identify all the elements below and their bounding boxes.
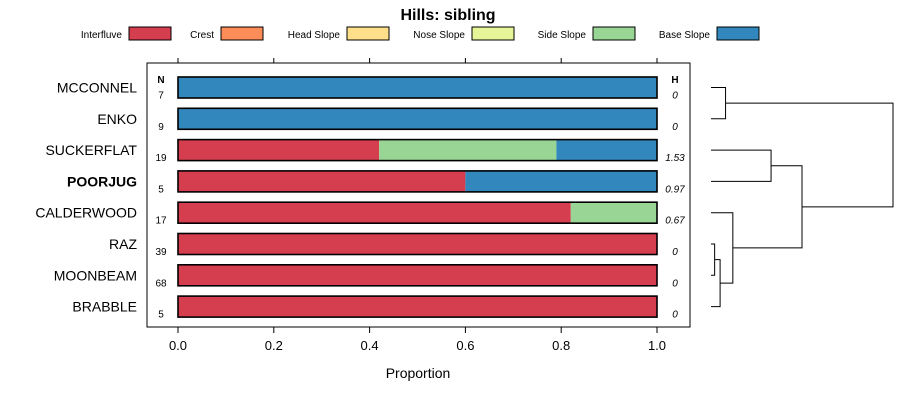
bar-segment-interfluve	[178, 170, 466, 192]
bar-segment-interfluve	[178, 233, 657, 255]
row-calderwood: CALDERWOOD 17 0.67	[35, 201, 685, 227]
legend-swatch-4	[592, 26, 636, 41]
row-mcconnel: MCCONNEL 7 0	[57, 76, 678, 102]
row-label: SUCKERFLAT	[45, 142, 137, 158]
row-suckerflat: SUCKERFLAT 19 1.53	[45, 138, 685, 164]
row-n-value: 5	[158, 310, 164, 321]
row-n-value: 19	[155, 153, 167, 164]
x-tick-label: 0.6	[456, 338, 474, 353]
row-poorjug: POORJUG 5 0.97	[67, 170, 685, 195]
plot-border	[146, 62, 691, 328]
legend: Interfluve Crest Head Slope Nose Slope Side …	[81, 26, 760, 41]
row-h-value: 0.67	[665, 216, 685, 227]
row-n-value: 9	[158, 122, 164, 133]
dendrogram-link-m5	[711, 149, 772, 182]
row-enko: ENKO 9 0	[97, 107, 678, 133]
row-label: ENKO	[97, 111, 137, 127]
x-tick-label: 0.0	[169, 338, 187, 353]
bar-segment-interfluve	[178, 264, 657, 286]
row-h-value: 0	[672, 247, 678, 258]
x-tick-label: 0.2	[265, 338, 283, 353]
legend-label-0: Interfluve	[81, 30, 123, 41]
dendrogram	[711, 87, 894, 308]
bar-segment-base-slope	[178, 77, 657, 98]
row-label: CALDERWOOD	[35, 205, 137, 221]
row-raz: RAZ 39 0	[109, 232, 678, 258]
row-label: MCCONNEL	[57, 80, 137, 96]
bar-segment-base-slope	[178, 108, 657, 130]
legend-swatch-2	[346, 26, 390, 41]
chart-title: Hills: sibling	[400, 7, 495, 24]
bar-segment-side-slope	[379, 139, 557, 161]
row-n-value: 7	[158, 91, 164, 102]
n-column-header: N	[157, 75, 164, 86]
dendrogram-link-m6	[732, 165, 803, 249]
legend-label-1: Crest	[190, 30, 214, 41]
bar-segment-interfluve	[178, 139, 380, 161]
x-axis: 0.0 0.2 0.4 0.6 0.8 1.0	[169, 327, 666, 353]
bar-outline	[177, 170, 658, 193]
legend-swatch-1	[220, 26, 264, 41]
row-n-value: 17	[155, 216, 167, 227]
dendrogram-link-m1	[711, 243, 716, 276]
x-tick-label: 0.8	[552, 338, 570, 353]
x-tick-label: 0.4	[361, 338, 379, 353]
row-label: BRABBLE	[72, 299, 137, 315]
row-label: MOONBEAM	[54, 267, 137, 283]
row-h-value: 0	[672, 91, 678, 102]
row-n-value: 39	[155, 247, 167, 258]
dendrogram-link-m2	[711, 259, 721, 308]
bar-outline	[177, 295, 658, 318]
bar-segment-side-slope	[570, 202, 657, 224]
bar-segment-interfluve	[178, 202, 571, 224]
bar-outline	[177, 263, 658, 287]
legend-swatch-5	[716, 26, 760, 41]
row-n-value: 68	[155, 278, 167, 289]
dendrogram-link-m7	[725, 102, 894, 208]
x-axis-title: Proportion	[386, 365, 451, 381]
legend-label-2: Head Slope	[288, 30, 341, 41]
bar-outline	[177, 107, 658, 131]
legend-swatch-0	[128, 26, 172, 41]
row-h-value: 0.97	[665, 184, 685, 195]
bar-segment-interfluve	[178, 296, 657, 318]
legend-swatch-3	[471, 26, 515, 41]
row-h-value: 0	[672, 122, 678, 133]
row-h-value: 0	[672, 310, 678, 321]
legend-label-4: Side Slope	[538, 30, 587, 41]
row-label: POORJUG	[67, 173, 137, 189]
bar-rows: MCCONNEL 7 0 ENKO 9 0 SUCKERFLAT 19 1.53 POORJUG 5…	[35, 76, 685, 321]
h-column-header: H	[671, 75, 678, 86]
bar-outline	[177, 232, 658, 256]
bar-outline	[177, 201, 658, 224]
bar-outline	[177, 138, 658, 162]
legend-label-3: Nose Slope	[413, 30, 465, 41]
bar-segment-base-slope	[556, 139, 657, 161]
dendrogram-link-m3	[711, 87, 727, 120]
row-h-value: 0	[672, 278, 678, 289]
row-n-value: 5	[158, 184, 164, 195]
bar-segment-base-slope	[465, 170, 657, 192]
row-moonbeam: MOONBEAM 68 0	[54, 263, 678, 289]
bar-outline	[177, 76, 658, 99]
row-brabble: BRABBLE 5 0	[72, 295, 678, 321]
row-label: RAZ	[109, 236, 137, 252]
legend-label-5: Base Slope	[659, 30, 711, 41]
x-tick-label: 1.0	[648, 338, 666, 353]
row-h-value: 1.53	[665, 153, 685, 164]
